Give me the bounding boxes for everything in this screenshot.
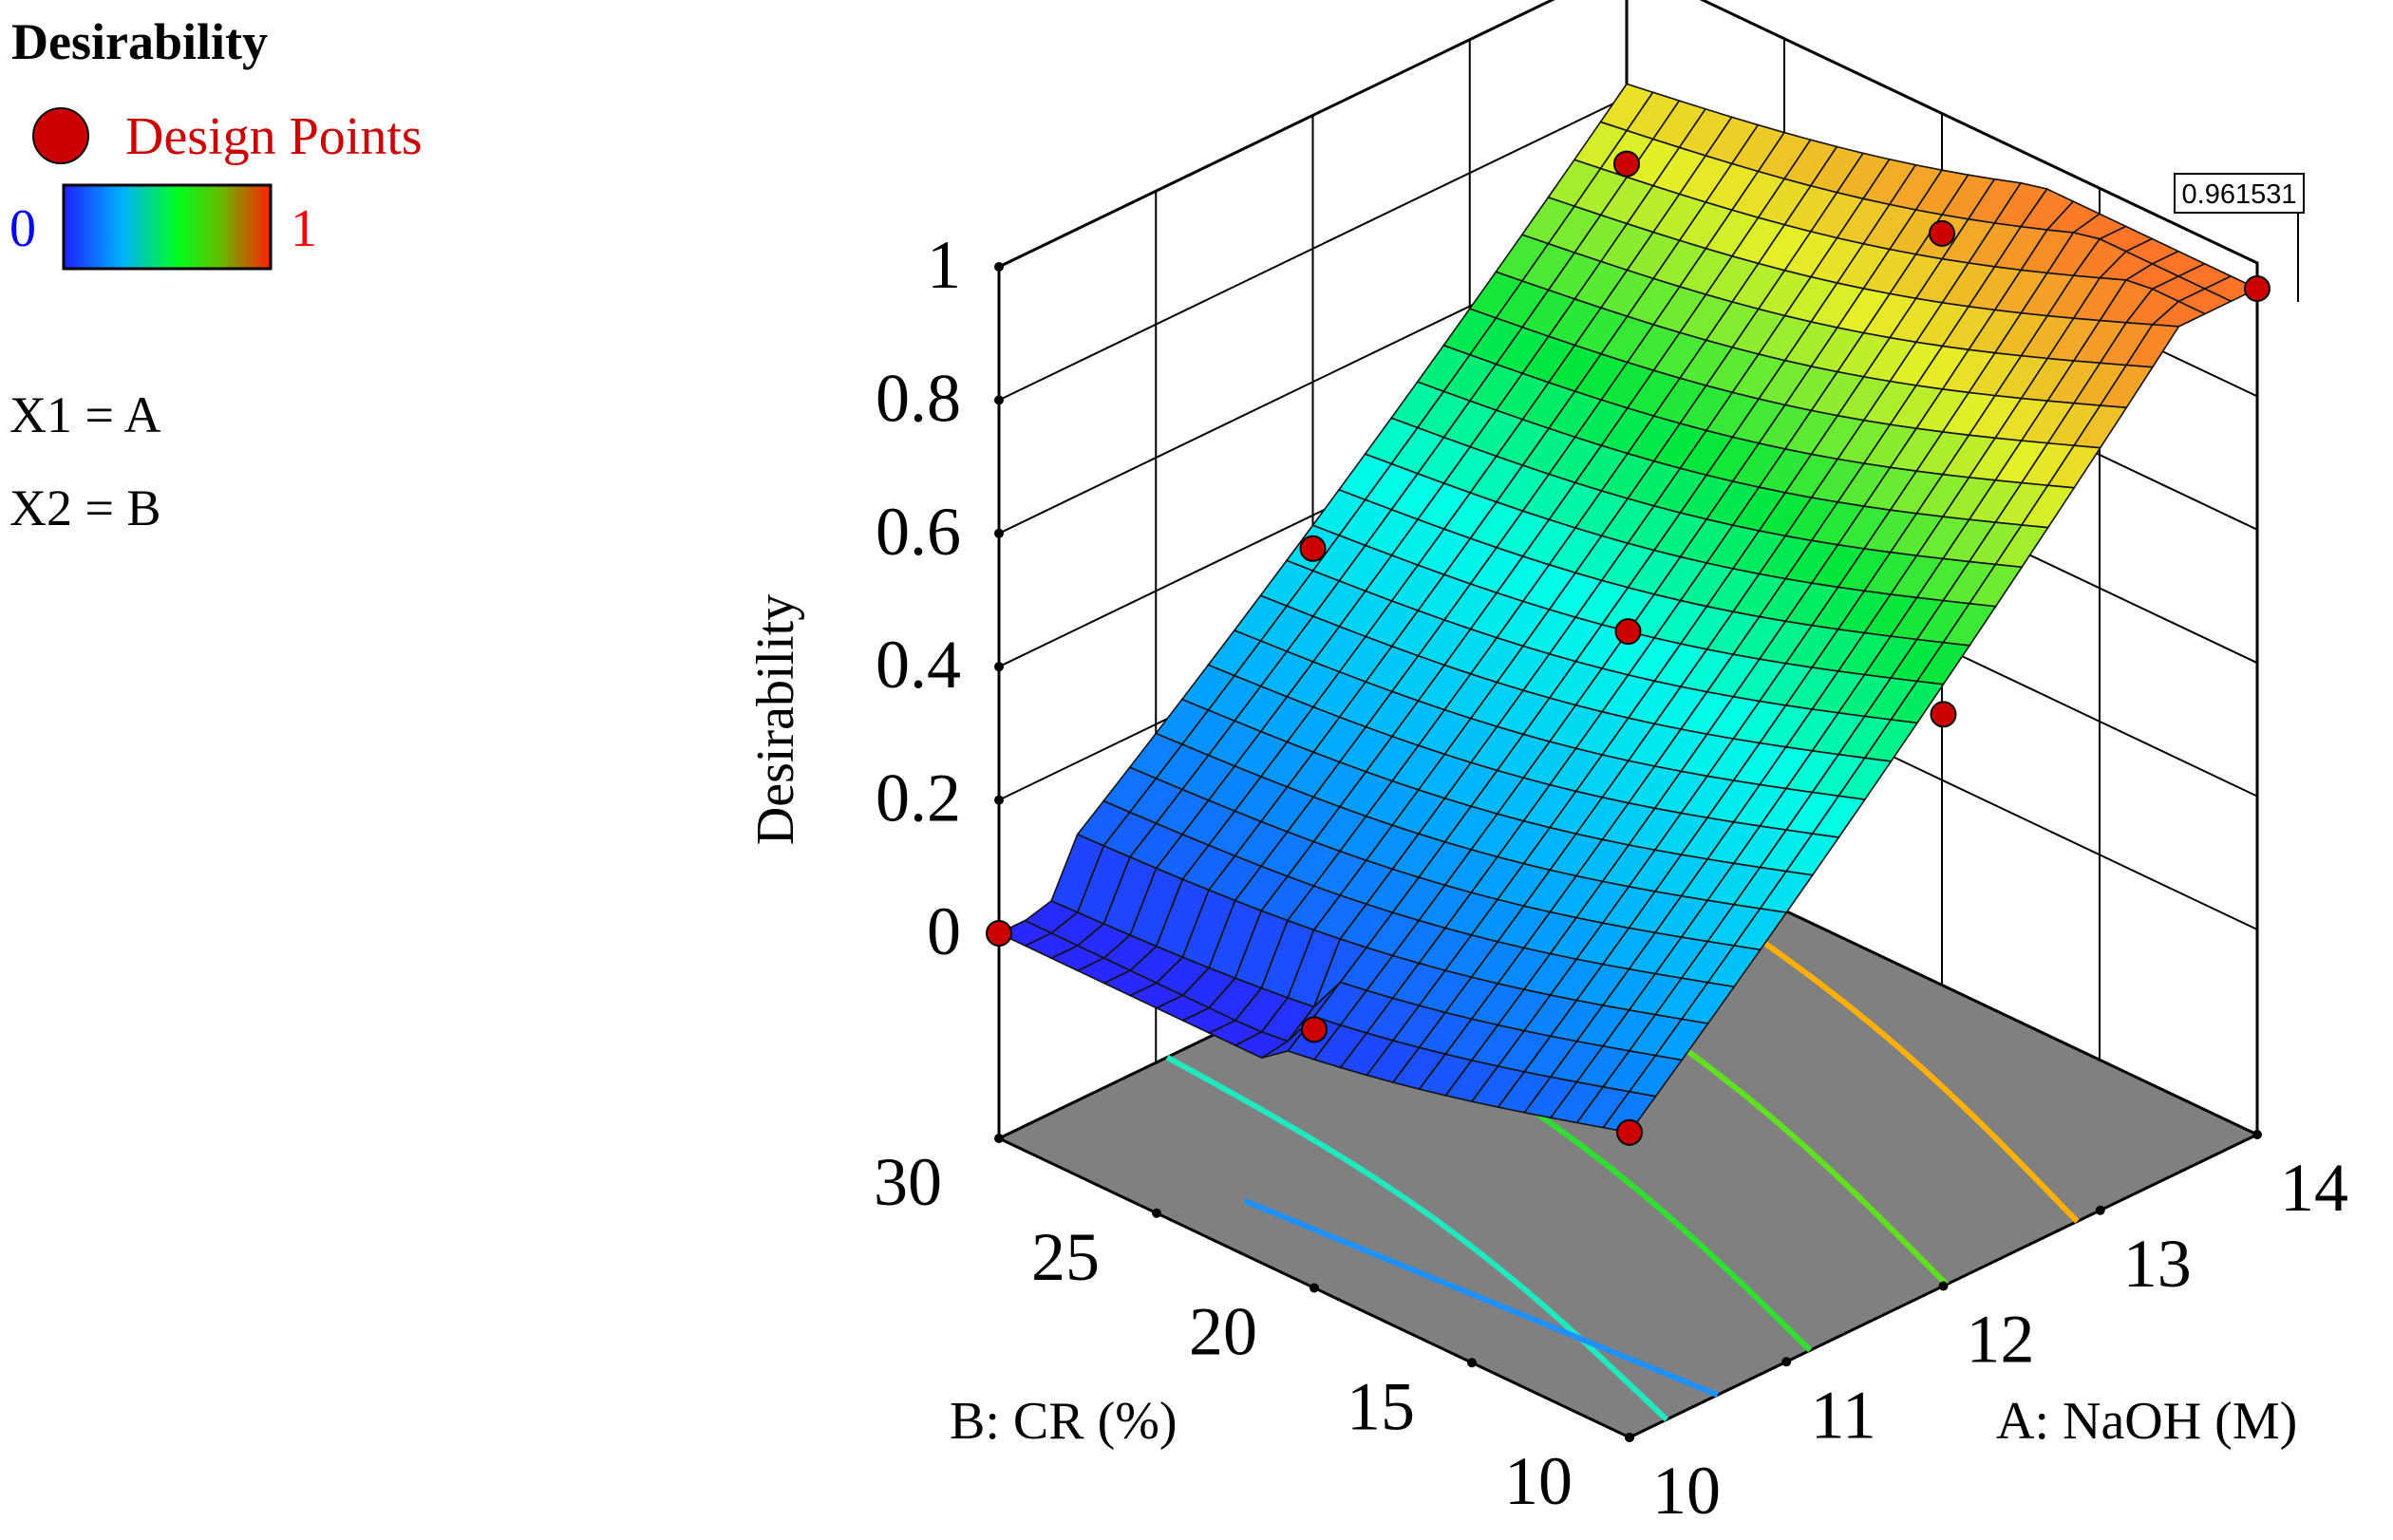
b-tick-dot	[994, 1134, 1004, 1143]
z-tick-dot	[994, 262, 1004, 272]
a-tick-dot	[2095, 1205, 2105, 1215]
contour-line	[1243, 1198, 1719, 1398]
a-tick-dot	[1781, 1357, 1792, 1367]
b-tick-dot	[1467, 1358, 1477, 1368]
design-point	[1930, 701, 1957, 728]
z-tick-dot	[994, 528, 1004, 538]
contour-line	[1165, 1054, 1669, 1422]
z-grid-line	[998, 0, 2258, 268]
factor-2-label: X2 = B	[9, 479, 160, 536]
design-point	[1929, 219, 1955, 247]
x-axis-title: A: NaOH (M)	[1996, 1392, 2297, 1451]
b-tick-dot	[1310, 1283, 1319, 1293]
design-point	[1301, 1016, 1328, 1043]
colorbar-max-label: 1	[291, 199, 317, 258]
a-tick-label: 12	[1967, 1302, 2035, 1378]
z-tick-label: 0.2	[876, 761, 961, 836]
a-tick-label: 11	[1811, 1377, 1876, 1453]
b-tick-label: 15	[1347, 1368, 1415, 1444]
a-tick-label: 13	[2123, 1226, 2192, 1302]
z-tick-label: 0.6	[876, 494, 961, 570]
axis-ticks: 0 0.2 0.4 0.6 0.8 1 10 15 20 25 30 10 11 12 13 14	[874, 227, 2348, 1529]
z-tick-label: 0.8	[876, 360, 961, 436]
a-tick-label: 10	[1652, 1453, 1721, 1529]
a-tick-dot	[1938, 1281, 1949, 1291]
b-tick-label: 30	[874, 1144, 942, 1220]
b-tick-label: 20	[1189, 1294, 1257, 1370]
colorbar	[62, 183, 273, 271]
b-tick-dot	[1152, 1208, 1161, 1218]
factor-1-label: X1 = A	[9, 386, 160, 443]
box-outline	[997, 0, 2259, 1138]
max-value-flag: 0.961531	[2174, 173, 2305, 302]
a-tick-dot	[2252, 1130, 2262, 1139]
y-axis-title: B: CR (%)	[950, 1392, 1178, 1451]
design-point-legend-marker	[32, 107, 89, 164]
max-value-flag-label: 0.961531	[2182, 179, 2297, 210]
b-tick-label: 25	[1031, 1219, 1100, 1295]
design-point	[1299, 535, 1327, 562]
a-tick-dot	[1625, 1433, 1634, 1442]
design-point	[1616, 1118, 1643, 1146]
a-tick-label: 14	[2280, 1150, 2348, 1226]
design-point	[1613, 150, 1640, 178]
design-point	[2244, 275, 2271, 303]
z-tick-dot	[994, 395, 1004, 405]
design-points	[986, 150, 2271, 1146]
design-points-label: Design Points	[125, 107, 423, 166]
z-tick-dot	[994, 795, 1004, 805]
z-axis-title: Desirability	[746, 594, 805, 845]
chart-title: Desirability	[11, 13, 268, 70]
legend: Desirability Design Points 0 1 X1 = A X2…	[9, 13, 423, 536]
colorbar-min-label: 0	[9, 199, 36, 258]
design-point	[986, 920, 1012, 947]
z-tick-label: 0	[927, 893, 961, 969]
z-tick-dot	[994, 662, 1004, 672]
b-tick-label: 10	[1504, 1443, 1573, 1519]
z-tick-label: 0.4	[876, 627, 961, 703]
design-point	[1614, 618, 1642, 646]
z-tick-label: 1	[927, 227, 961, 303]
response-surface	[997, 83, 2259, 1134]
